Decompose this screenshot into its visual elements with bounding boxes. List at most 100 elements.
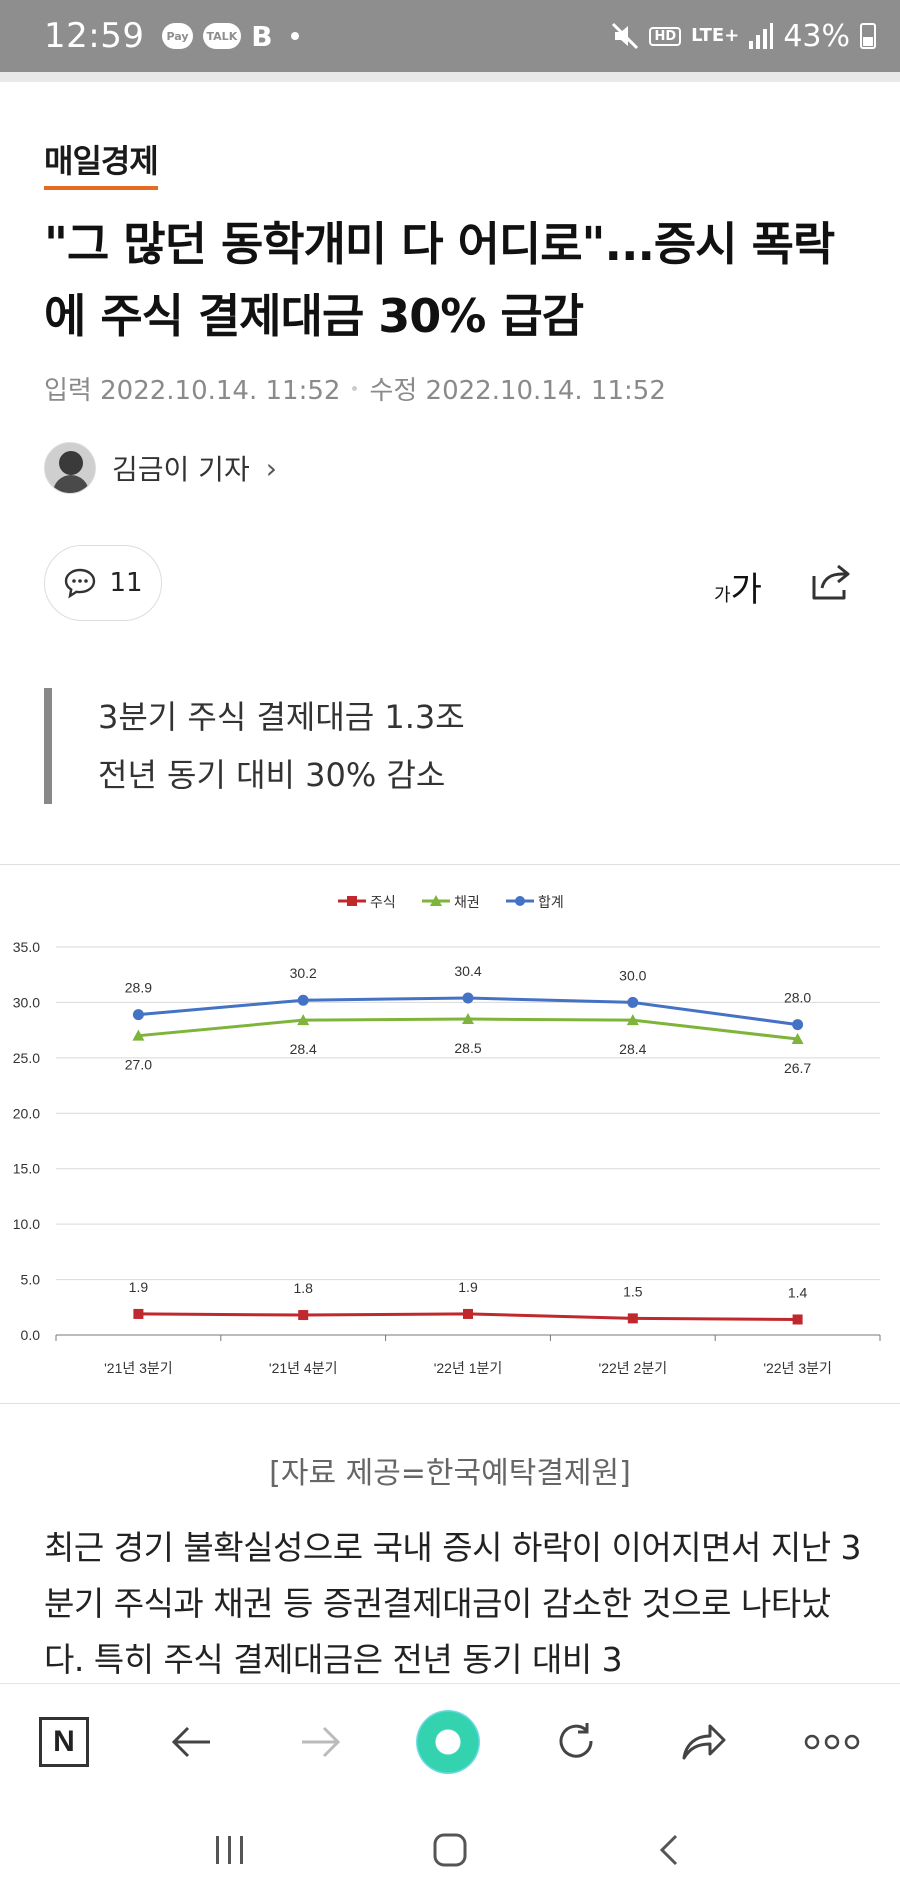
data-point bbox=[133, 1308, 144, 1319]
article-headline: "그 많던 동학개미 다 어디로"...증시 폭락에 주식 결제대금 30% 급… bbox=[44, 217, 835, 343]
x-tick-label: '21년 4분기 bbox=[269, 1360, 338, 1376]
data-point bbox=[297, 1014, 310, 1026]
home-orb-icon bbox=[416, 1709, 480, 1774]
battery-level: 43% bbox=[783, 18, 850, 54]
article-body: 최근 경기 불확실성으로 국내 증시 하락이 이어지면서 지난 3분기 주식과 … bbox=[44, 1528, 862, 1679]
share-arrow-icon bbox=[682, 1724, 726, 1759]
status-app-icons: Pay TALK B bbox=[162, 19, 299, 53]
battery-icon bbox=[860, 23, 876, 49]
data-label: 1.9 bbox=[129, 1279, 149, 1295]
data-point bbox=[792, 1314, 803, 1325]
published-date: 입력 2022.10.14. 11:52 bbox=[44, 376, 341, 406]
data-label: 26.7 bbox=[784, 1060, 811, 1076]
refresh-button[interactable] bbox=[512, 1684, 640, 1799]
data-point bbox=[626, 1014, 639, 1026]
x-tick-label: '22년 3분기 bbox=[763, 1360, 832, 1376]
data-label: 1.5 bbox=[623, 1283, 643, 1299]
data-label: 28.0 bbox=[784, 990, 811, 1006]
data-point bbox=[132, 1029, 145, 1041]
data-label: 30.4 bbox=[454, 963, 481, 979]
dateline: 입력 2022.10.14. 11:52 수정 2022.10.14. 11:5… bbox=[44, 370, 666, 407]
divider bbox=[0, 72, 900, 82]
author-link[interactable]: 김금이 기자 › bbox=[44, 442, 277, 494]
refresh-icon bbox=[559, 1722, 593, 1758]
home-icon[interactable] bbox=[430, 1830, 470, 1870]
legend-marker bbox=[347, 896, 357, 906]
notification-dot-icon bbox=[290, 32, 299, 40]
data-label: 1.9 bbox=[458, 1279, 478, 1295]
y-tick-label: 15.0 bbox=[13, 1161, 40, 1177]
y-tick-label: 20.0 bbox=[13, 1105, 40, 1121]
status-right: HD LTE+ 43% bbox=[611, 19, 876, 54]
font-size-big-label: 가 bbox=[730, 570, 762, 610]
y-tick-label: 30.0 bbox=[13, 994, 40, 1010]
data-label: 28.4 bbox=[619, 1041, 646, 1057]
x-tick-label: '22년 1분기 bbox=[434, 1360, 503, 1376]
more-button[interactable] bbox=[768, 1684, 896, 1799]
y-tick-label: 25.0 bbox=[13, 1050, 40, 1066]
data-point bbox=[627, 1313, 638, 1324]
data-label: 1.4 bbox=[788, 1284, 808, 1300]
author-name: 김금이 기자 bbox=[112, 453, 250, 486]
avatar bbox=[44, 442, 96, 494]
share-icon[interactable] bbox=[808, 560, 852, 604]
forward-button[interactable] bbox=[256, 1684, 384, 1799]
summary-line: 전년 동기 대비 30% 감소 bbox=[98, 756, 446, 794]
data-label: 30.0 bbox=[619, 967, 646, 983]
signal-icon bbox=[749, 23, 774, 49]
y-tick-label: 35.0 bbox=[13, 939, 40, 955]
y-tick-label: 0.0 bbox=[21, 1327, 41, 1343]
legend-label: 합계 bbox=[538, 894, 564, 910]
data-label: 28.4 bbox=[290, 1041, 317, 1057]
pay-icon: Pay bbox=[162, 23, 193, 49]
y-tick-label: 10.0 bbox=[13, 1216, 40, 1232]
data-point bbox=[132, 1009, 144, 1021]
hd-badge: HD bbox=[649, 26, 682, 46]
data-point bbox=[791, 1033, 804, 1045]
data-point bbox=[463, 1308, 473, 1319]
summary-line: 3분기 주식 결제대금 1.3조 bbox=[98, 698, 465, 736]
recents-icon[interactable] bbox=[210, 1832, 250, 1868]
share-page-button[interactable] bbox=[640, 1684, 768, 1799]
brand-logo[interactable]: 매일경제 bbox=[44, 136, 159, 190]
separator-dot bbox=[352, 386, 358, 391]
system-nav-bar bbox=[0, 1800, 900, 1900]
legend-marker bbox=[430, 895, 442, 906]
n-home-button[interactable]: N bbox=[0, 1684, 128, 1799]
status-time: 12:59 bbox=[44, 16, 145, 56]
x-tick-label: '21년 3분기 bbox=[104, 1360, 173, 1376]
band-icon: B bbox=[251, 19, 273, 53]
y-tick-label: 5.0 bbox=[21, 1272, 41, 1288]
back-button[interactable] bbox=[128, 1684, 256, 1799]
mute-icon bbox=[612, 22, 639, 50]
back-icon[interactable] bbox=[650, 1830, 690, 1870]
x-tick-label: '22년 2분기 bbox=[599, 1360, 668, 1376]
chevron-right-icon: › bbox=[265, 451, 277, 485]
line-chart: 0.0 5.0 10.0 15.0 20.0 25.0 30.0 35.0 '21년 3분기 '2… bbox=[13, 894, 881, 1376]
back-arrow-icon bbox=[171, 1726, 210, 1757]
modified-date: 수정 2022.10.14. 11:52 bbox=[369, 376, 666, 406]
talk-icon: TALK bbox=[202, 23, 242, 49]
status-bar: 12:59 Pay TALK B HD LTE+ 43% bbox=[0, 0, 900, 72]
data-label: 28.9 bbox=[125, 980, 152, 996]
legend-marker bbox=[515, 896, 525, 906]
data-point bbox=[297, 994, 309, 1006]
image-caption: [자료 제공=한국예탁결제원] bbox=[269, 1456, 631, 1491]
data-label: 27.0 bbox=[125, 1057, 152, 1073]
comment-count: 11 bbox=[109, 568, 143, 598]
data-point bbox=[298, 1310, 309, 1321]
more-icon bbox=[804, 1734, 860, 1749]
data-point bbox=[462, 1013, 474, 1025]
comment-button[interactable]: 11 bbox=[44, 545, 162, 621]
data-point bbox=[792, 1019, 804, 1031]
browser-toolbar: N bbox=[0, 1683, 900, 1799]
forward-arrow-icon bbox=[302, 1726, 341, 1757]
network-label: LTE+ bbox=[691, 25, 740, 46]
n-home-icon: N bbox=[39, 1716, 89, 1767]
font-size-button[interactable]: 가 가 bbox=[714, 562, 762, 611]
home-orb-button[interactable] bbox=[384, 1684, 512, 1799]
data-label: 28.5 bbox=[454, 1040, 481, 1056]
chart-image: 0.0 5.0 10.0 15.0 20.0 25.0 30.0 35.0 '21년 3분기 '2… bbox=[0, 864, 900, 1404]
data-label: 30.2 bbox=[290, 965, 317, 981]
article-summary: 3분기 주식 결제대금 1.3조 전년 동기 대비 30% 감소 bbox=[44, 688, 465, 804]
